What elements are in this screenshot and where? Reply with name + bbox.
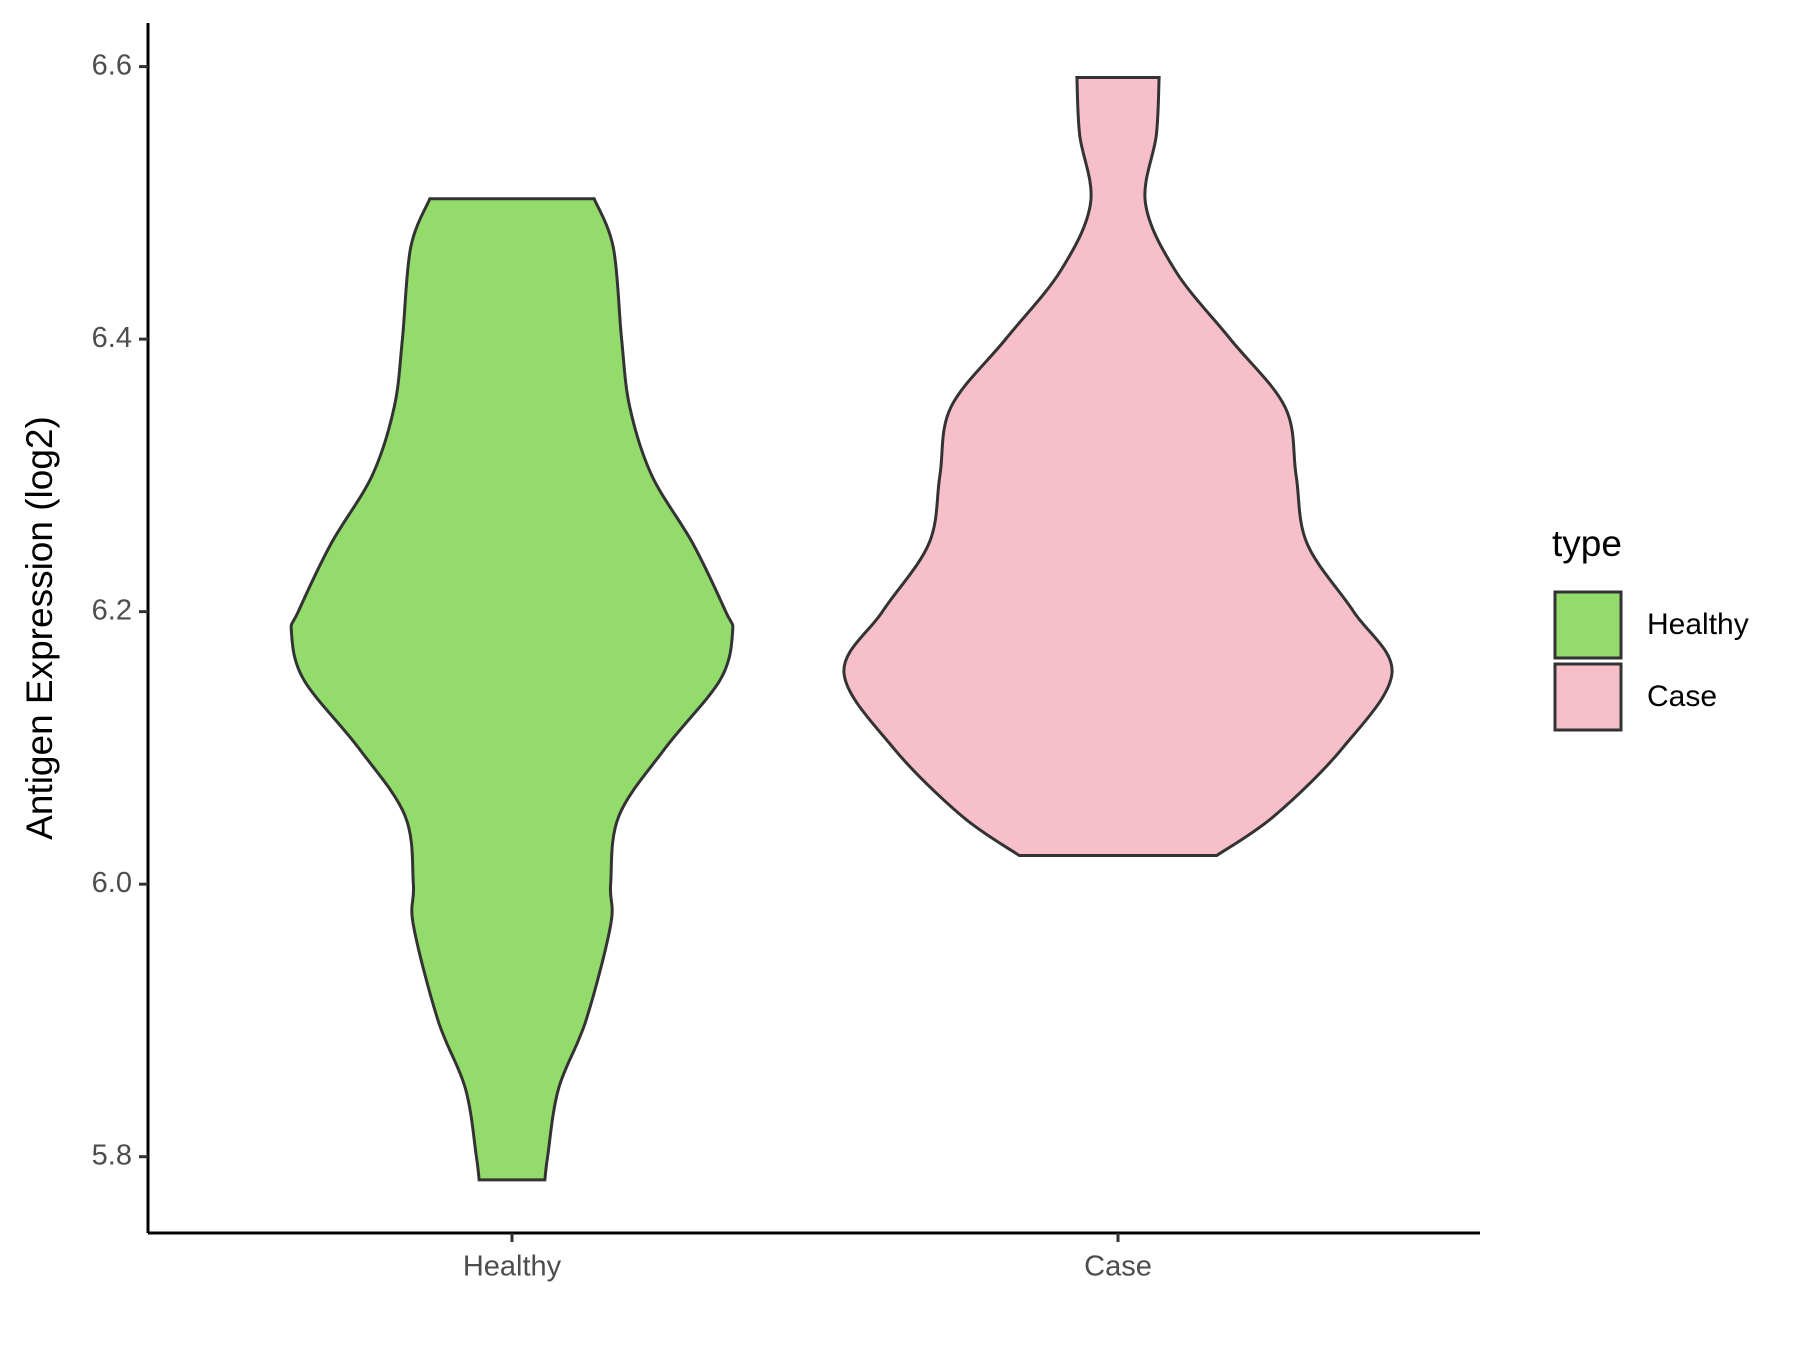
legend-key bbox=[1553, 590, 1623, 660]
y-tick-label: 5.8 bbox=[92, 1139, 132, 1171]
violin bbox=[289, 197, 735, 1182]
y-axis-title: Antigen Expression (log2) bbox=[19, 416, 60, 840]
legend-label: Case bbox=[1647, 680, 1717, 713]
violin bbox=[842, 76, 1394, 858]
y-tick-label: 6.4 bbox=[92, 322, 132, 354]
x-tick-label: Case bbox=[1084, 1251, 1152, 1283]
legend-key bbox=[1553, 662, 1623, 732]
legend-label: Healthy bbox=[1647, 608, 1749, 641]
y-tick-label: 6.6 bbox=[92, 49, 132, 81]
y-tick-label: 6.2 bbox=[92, 594, 132, 626]
x-tick-label: Healthy bbox=[463, 1251, 562, 1283]
y-tick-label: 6.0 bbox=[92, 867, 132, 899]
legend-title: type bbox=[1552, 523, 1622, 564]
